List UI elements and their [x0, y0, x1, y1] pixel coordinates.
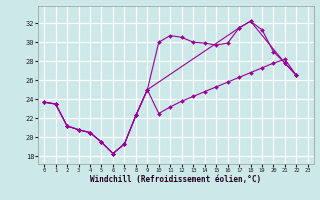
- X-axis label: Windchill (Refroidissement éolien,°C): Windchill (Refroidissement éolien,°C): [91, 175, 261, 184]
